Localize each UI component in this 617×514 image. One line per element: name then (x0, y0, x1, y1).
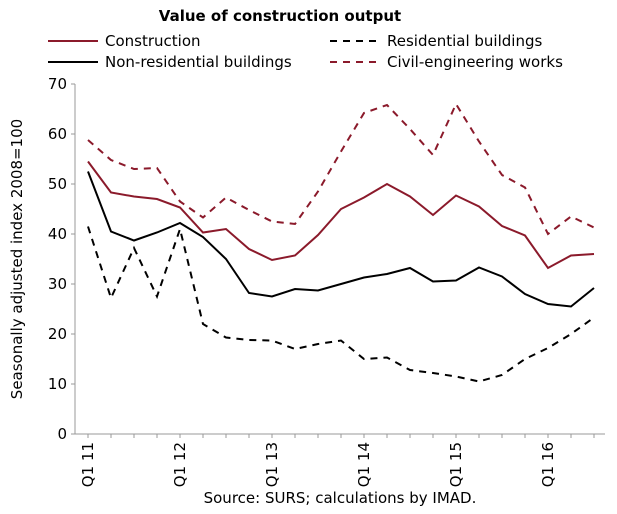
x-tick-label: Q1 15 (447, 442, 465, 487)
series-line (87, 160, 595, 270)
y-axis-label: Seasonally adjusted index 2008=100 (8, 119, 26, 399)
x-tick-label: Q1 13 (263, 442, 281, 487)
source: Source: SURS; calculations by IMAD. (204, 489, 477, 507)
y-tick-label: 50 (48, 175, 67, 193)
series-line (87, 225, 595, 383)
y-tick-label: 0 (57, 425, 67, 443)
series-line (87, 101, 595, 236)
y-tick-label: 60 (48, 125, 67, 143)
y-tick-label: 70 (48, 75, 67, 93)
legend-label: Civil-engineering works (387, 53, 563, 71)
y-tick-label: 40 (48, 225, 67, 243)
y-tick-label: 30 (48, 275, 67, 293)
x-tick-label: Q1 11 (79, 442, 97, 487)
x-tick-label: Q1 12 (171, 442, 189, 487)
series-line (87, 171, 595, 308)
legend-label: Residential buildings (387, 32, 542, 50)
y-tick-label: 10 (48, 375, 67, 393)
y-tick-label: 20 (48, 325, 67, 343)
legend-label: Construction (105, 32, 201, 50)
x-tick-label: Q1 14 (355, 442, 373, 487)
x-tick-label: Q1 16 (539, 442, 557, 487)
legend-label: Non-residential buildings (105, 53, 292, 71)
chart-title: Value of construction output (159, 7, 401, 25)
